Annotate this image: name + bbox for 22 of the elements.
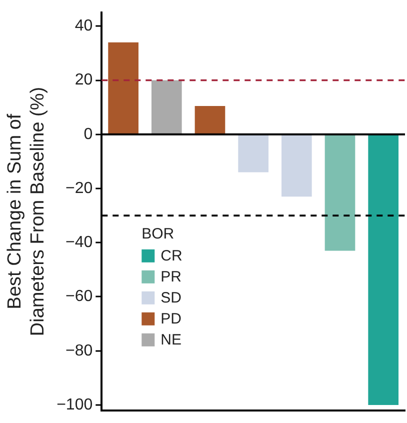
bar xyxy=(368,134,398,405)
bar xyxy=(281,134,312,197)
legend-label: SD xyxy=(160,290,182,307)
bar xyxy=(151,80,182,134)
bar xyxy=(108,42,138,134)
bar xyxy=(324,134,356,251)
y-tick-label: 0 xyxy=(84,126,93,143)
y-tick-label: 40 xyxy=(74,18,93,35)
y-tick-label: −100 xyxy=(56,396,93,414)
y-tick-label: −20 xyxy=(66,180,93,197)
y-axis-title: Best Change in Sum of Diameters From Baseline (%) xyxy=(4,86,48,336)
y-tick-label: 20 xyxy=(74,72,93,89)
legend-label: PD xyxy=(160,310,182,328)
legend-label: PR xyxy=(160,268,182,286)
legend-label: CR xyxy=(160,248,182,265)
legend-title: BOR xyxy=(142,226,174,243)
legend-label: NE xyxy=(160,332,182,349)
y-tick-label: −80 xyxy=(66,342,93,360)
y-tick-label: −60 xyxy=(66,288,93,306)
bar xyxy=(238,134,268,172)
bar xyxy=(194,106,226,134)
y-tick-label: −40 xyxy=(66,234,93,252)
